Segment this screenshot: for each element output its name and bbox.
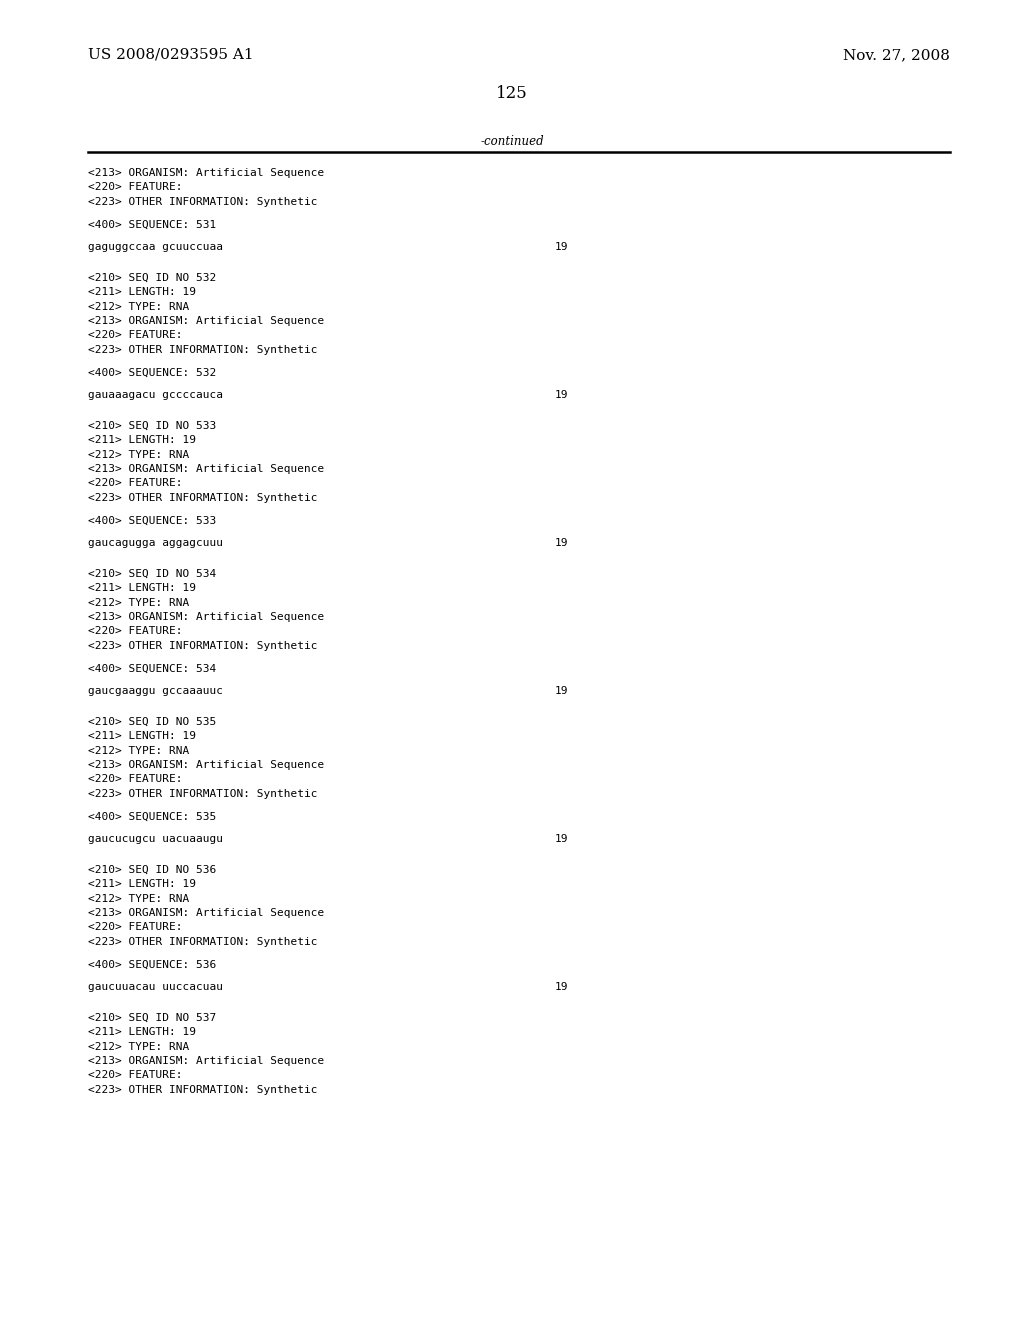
Text: 19: 19: [555, 389, 568, 400]
Text: <220> FEATURE:: <220> FEATURE:: [88, 330, 182, 341]
Text: <211> LENGTH: 19: <211> LENGTH: 19: [88, 1027, 196, 1038]
Text: <210> SEQ ID NO 532: <210> SEQ ID NO 532: [88, 272, 216, 282]
Text: <212> TYPE: RNA: <212> TYPE: RNA: [88, 894, 189, 903]
Text: 19: 19: [555, 242, 568, 252]
Text: gaucagugga aggagcuuu: gaucagugga aggagcuuu: [88, 539, 223, 548]
Text: <400> SEQUENCE: 534: <400> SEQUENCE: 534: [88, 664, 216, 673]
Text: <212> TYPE: RNA: <212> TYPE: RNA: [88, 1041, 189, 1052]
Text: gauaaagacu gccccauca: gauaaagacu gccccauca: [88, 389, 223, 400]
Text: <210> SEQ ID NO 537: <210> SEQ ID NO 537: [88, 1012, 216, 1023]
Text: <212> TYPE: RNA: <212> TYPE: RNA: [88, 598, 189, 607]
Text: <213> ORGANISM: Artificial Sequence: <213> ORGANISM: Artificial Sequence: [88, 612, 325, 622]
Text: <210> SEQ ID NO 533: <210> SEQ ID NO 533: [88, 421, 216, 430]
Text: <220> FEATURE:: <220> FEATURE:: [88, 627, 182, 636]
Text: <223> OTHER INFORMATION: Synthetic: <223> OTHER INFORMATION: Synthetic: [88, 789, 317, 799]
Text: <400> SEQUENCE: 535: <400> SEQUENCE: 535: [88, 812, 216, 821]
Text: <212> TYPE: RNA: <212> TYPE: RNA: [88, 746, 189, 755]
Text: <210> SEQ ID NO 534: <210> SEQ ID NO 534: [88, 569, 216, 578]
Text: <223> OTHER INFORMATION: Synthetic: <223> OTHER INFORMATION: Synthetic: [88, 1085, 317, 1096]
Text: <213> ORGANISM: Artificial Sequence: <213> ORGANISM: Artificial Sequence: [88, 1056, 325, 1067]
Text: <212> TYPE: RNA: <212> TYPE: RNA: [88, 301, 189, 312]
Text: gaucuuacau uuccacuau: gaucuuacau uuccacuau: [88, 982, 223, 993]
Text: <400> SEQUENCE: 536: <400> SEQUENCE: 536: [88, 960, 216, 969]
Text: <400> SEQUENCE: 532: <400> SEQUENCE: 532: [88, 367, 216, 378]
Text: 19: 19: [555, 686, 568, 696]
Text: <213> ORGANISM: Artificial Sequence: <213> ORGANISM: Artificial Sequence: [88, 168, 325, 178]
Text: <211> LENGTH: 19: <211> LENGTH: 19: [88, 583, 196, 593]
Text: <220> FEATURE:: <220> FEATURE:: [88, 479, 182, 488]
Text: <223> OTHER INFORMATION: Synthetic: <223> OTHER INFORMATION: Synthetic: [88, 197, 317, 207]
Text: gaucgaaggu gccaaauuc: gaucgaaggu gccaaauuc: [88, 686, 223, 696]
Text: gaguggccaa gcuuccuaa: gaguggccaa gcuuccuaa: [88, 242, 223, 252]
Text: <210> SEQ ID NO 535: <210> SEQ ID NO 535: [88, 717, 216, 726]
Text: <220> FEATURE:: <220> FEATURE:: [88, 1071, 182, 1081]
Text: <213> ORGANISM: Artificial Sequence: <213> ORGANISM: Artificial Sequence: [88, 465, 325, 474]
Text: <213> ORGANISM: Artificial Sequence: <213> ORGANISM: Artificial Sequence: [88, 760, 325, 770]
Text: <400> SEQUENCE: 531: <400> SEQUENCE: 531: [88, 219, 216, 230]
Text: <223> OTHER INFORMATION: Synthetic: <223> OTHER INFORMATION: Synthetic: [88, 492, 317, 503]
Text: <211> LENGTH: 19: <211> LENGTH: 19: [88, 731, 196, 741]
Text: <212> TYPE: RNA: <212> TYPE: RNA: [88, 450, 189, 459]
Text: 19: 19: [555, 982, 568, 993]
Text: <213> ORGANISM: Artificial Sequence: <213> ORGANISM: Artificial Sequence: [88, 315, 325, 326]
Text: <213> ORGANISM: Artificial Sequence: <213> ORGANISM: Artificial Sequence: [88, 908, 325, 917]
Text: <211> LENGTH: 19: <211> LENGTH: 19: [88, 879, 196, 888]
Text: 19: 19: [555, 834, 568, 843]
Text: 125: 125: [496, 84, 528, 102]
Text: <223> OTHER INFORMATION: Synthetic: <223> OTHER INFORMATION: Synthetic: [88, 642, 317, 651]
Text: -continued: -continued: [480, 135, 544, 148]
Text: <211> LENGTH: 19: <211> LENGTH: 19: [88, 436, 196, 445]
Text: <223> OTHER INFORMATION: Synthetic: <223> OTHER INFORMATION: Synthetic: [88, 345, 317, 355]
Text: <220> FEATURE:: <220> FEATURE:: [88, 182, 182, 193]
Text: 19: 19: [555, 539, 568, 548]
Text: gaucucugcu uacuaaugu: gaucucugcu uacuaaugu: [88, 834, 223, 843]
Text: <211> LENGTH: 19: <211> LENGTH: 19: [88, 286, 196, 297]
Text: US 2008/0293595 A1: US 2008/0293595 A1: [88, 48, 254, 62]
Text: <210> SEQ ID NO 536: <210> SEQ ID NO 536: [88, 865, 216, 874]
Text: <223> OTHER INFORMATION: Synthetic: <223> OTHER INFORMATION: Synthetic: [88, 937, 317, 946]
Text: <220> FEATURE:: <220> FEATURE:: [88, 923, 182, 932]
Text: <220> FEATURE:: <220> FEATURE:: [88, 775, 182, 784]
Text: <400> SEQUENCE: 533: <400> SEQUENCE: 533: [88, 516, 216, 525]
Text: Nov. 27, 2008: Nov. 27, 2008: [843, 48, 950, 62]
